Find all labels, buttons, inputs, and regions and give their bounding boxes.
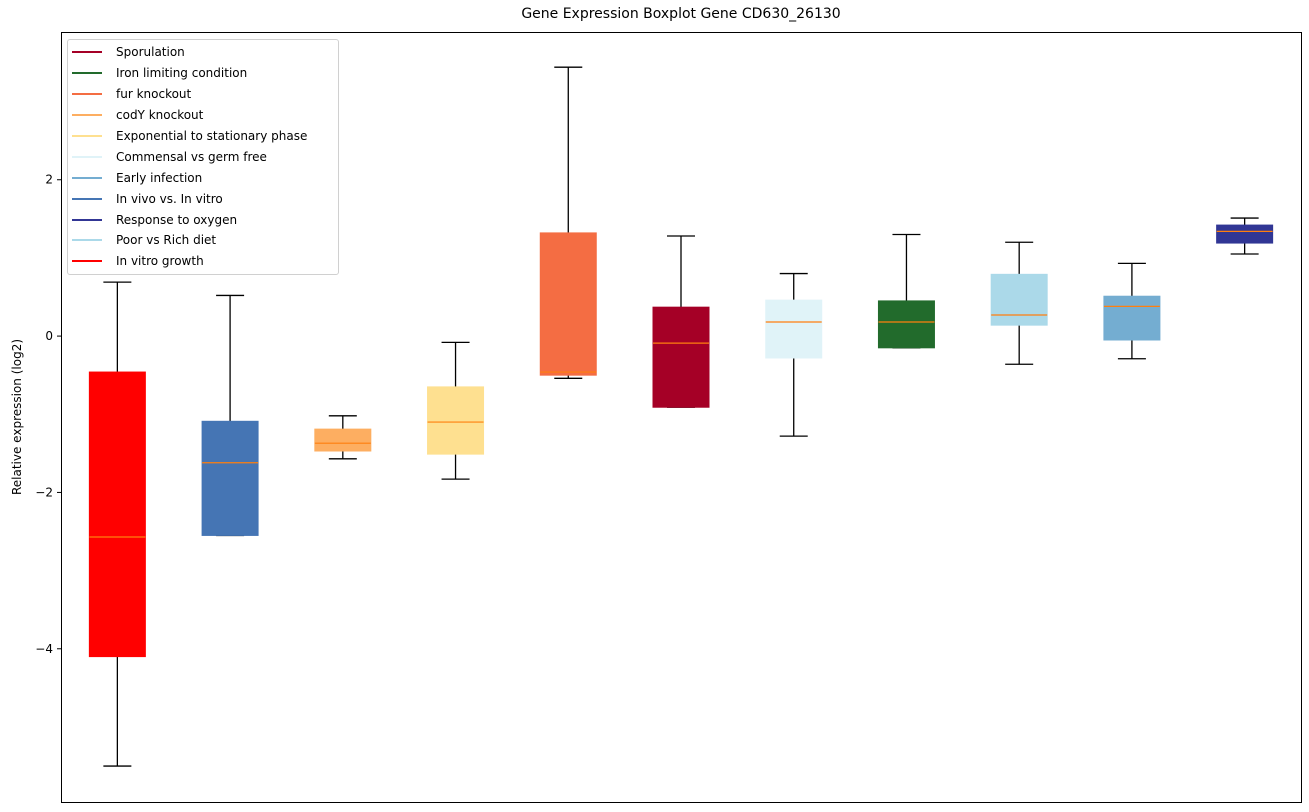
legend-swatch	[72, 72, 102, 75]
legend-item: Response to oxygen	[68, 209, 338, 230]
box	[652, 306, 710, 408]
legend-label: Iron limiting condition	[116, 66, 248, 81]
box	[314, 428, 372, 452]
box	[877, 300, 935, 349]
legend-label: fur knockout	[116, 87, 192, 102]
legend-swatch	[72, 155, 102, 158]
box	[88, 371, 146, 658]
plot-frame	[61, 32, 1302, 803]
legend-label: Commensal vs germ free	[116, 149, 267, 164]
chart-title: Gene Expression Boxplot Gene CD630_26130	[521, 6, 841, 22]
box-group	[765, 272, 823, 437]
box	[201, 420, 259, 536]
legend-label: Sporulation	[116, 45, 185, 60]
legend-item: In vivo vs. In vitro	[68, 188, 338, 209]
box-group	[314, 415, 372, 460]
y-axis: 0 −4 −2 2	[35, 173, 61, 656]
box-group	[201, 294, 259, 537]
box	[765, 299, 823, 359]
legend-item: fur knockout	[68, 84, 338, 105]
y-axis-label: Relative expression (log2)	[10, 338, 24, 496]
box-group	[1103, 262, 1161, 360]
legend-swatch	[72, 114, 102, 117]
legend-label: Early infection	[116, 170, 203, 185]
legend-swatch	[72, 51, 102, 54]
legend-label: In vivo vs. In vitro	[116, 191, 223, 206]
box-group	[88, 281, 146, 767]
legend-label: codY knockout	[116, 108, 204, 123]
box-group	[539, 66, 597, 379]
legend-label: In vitro growth	[116, 254, 204, 269]
boxes-layer	[88, 66, 1274, 767]
legend-swatch	[72, 176, 102, 179]
legend: Sporulation Iron limiting condition fur kn…	[67, 39, 339, 275]
legend-swatch	[72, 197, 102, 200]
box-group	[1216, 217, 1274, 255]
box	[539, 232, 597, 376]
legend-item: In vitro growth	[68, 251, 338, 272]
legend-label: Poor vs Rich diet	[116, 233, 217, 248]
legend-item: Early infection	[68, 167, 338, 188]
y-tick-label: 2	[45, 173, 53, 187]
legend-item: Iron limiting condition	[68, 63, 338, 84]
legend-swatch	[72, 93, 102, 96]
box	[427, 386, 485, 455]
legend-item: Poor vs Rich diet	[68, 230, 338, 251]
legend-swatch	[72, 135, 102, 137]
legend-item: Exponential to stationary phase	[68, 126, 338, 147]
box-group	[652, 235, 710, 408]
box	[990, 273, 1048, 326]
legend-item: Commensal vs germ free	[68, 146, 338, 167]
box-group	[877, 233, 935, 349]
legend-swatch	[72, 260, 102, 263]
y-tick-label: −4	[35, 642, 53, 656]
box	[1103, 295, 1161, 341]
box-group	[427, 341, 485, 480]
legend-swatch	[72, 239, 102, 242]
legend-label: Exponential to stationary phase	[116, 129, 308, 143]
legend-item: Sporulation	[68, 42, 338, 63]
box-group	[990, 241, 1048, 365]
legend-label: Response to oxygen	[116, 212, 238, 227]
box	[1216, 224, 1274, 244]
legend-item: codY knockout	[68, 105, 338, 126]
y-tick-label: −2	[35, 485, 53, 499]
y-tick-label: 0	[45, 329, 53, 343]
legend-swatch	[72, 218, 102, 221]
